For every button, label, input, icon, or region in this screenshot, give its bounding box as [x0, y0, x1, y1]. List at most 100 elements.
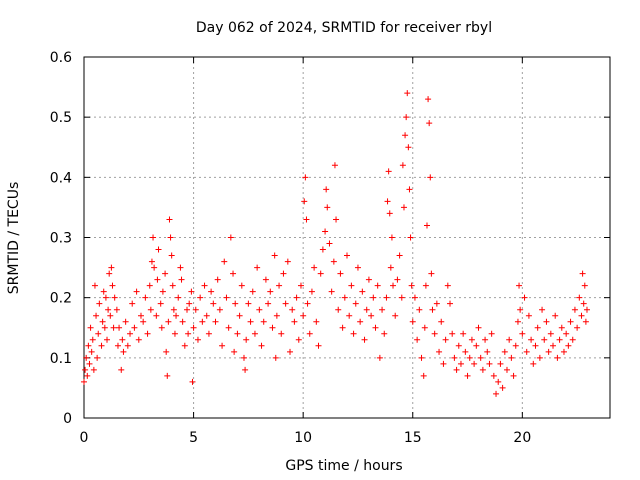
data-point: [186, 300, 193, 307]
data-point: [166, 216, 173, 223]
data-point: [205, 330, 212, 337]
data-point: [501, 348, 508, 355]
data-point: [442, 336, 449, 343]
data-point: [479, 366, 486, 373]
data-point: [385, 168, 392, 175]
data-point: [357, 318, 364, 325]
data-point: [165, 318, 172, 325]
x-tick-label: 20: [513, 430, 531, 446]
data-point: [150, 234, 157, 241]
data-point: [335, 306, 342, 313]
x-tick-label: 5: [189, 430, 198, 446]
data-point: [421, 324, 428, 331]
data-point: [341, 294, 348, 301]
data-point: [475, 324, 482, 331]
data-point: [124, 342, 131, 349]
data-point: [471, 360, 478, 367]
data-point: [210, 300, 217, 307]
data-point: [178, 276, 185, 283]
data-point: [267, 288, 274, 295]
data-point: [427, 174, 434, 181]
data-point: [396, 252, 403, 259]
data-point: [171, 330, 178, 337]
data-point: [331, 162, 338, 169]
data-point: [221, 258, 228, 265]
data-point: [583, 306, 590, 313]
data-point: [319, 246, 326, 253]
data-point: [93, 312, 100, 319]
data-point: [120, 348, 127, 355]
data-point: [258, 342, 265, 349]
data-point: [167, 234, 174, 241]
data-point: [508, 354, 515, 361]
data-point: [188, 288, 195, 295]
data-point: [240, 354, 247, 361]
data-point: [164, 372, 171, 379]
data-point: [521, 294, 528, 301]
data-point: [169, 282, 176, 289]
data-point: [495, 378, 502, 385]
data-point: [556, 336, 563, 343]
data-point: [571, 306, 578, 313]
data-point: [231, 348, 238, 355]
data-point: [301, 198, 308, 205]
data-point: [455, 342, 462, 349]
data-point: [119, 336, 126, 343]
data-point: [374, 282, 381, 289]
data-point: [488, 330, 495, 337]
data-point: [291, 318, 298, 325]
data-point: [525, 312, 532, 319]
data-point: [346, 312, 353, 319]
data-point: [278, 330, 285, 337]
data-point: [311, 264, 318, 271]
data-point: [582, 318, 589, 325]
data-point: [303, 216, 310, 223]
data-point: [569, 336, 576, 343]
data-point: [402, 132, 409, 139]
data-point: [322, 228, 329, 235]
chart-title: Day 062 of 2024, SRMTID for receiver rby…: [196, 20, 492, 36]
data-point: [242, 366, 249, 373]
data-point: [390, 282, 397, 289]
data-point: [212, 318, 219, 325]
data-point: [110, 324, 117, 331]
data-point: [208, 288, 215, 295]
data-point: [392, 312, 399, 319]
data-point: [418, 354, 425, 361]
data-point: [416, 306, 423, 313]
data-point: [173, 312, 180, 319]
data-point: [256, 306, 263, 313]
data-point: [247, 318, 254, 325]
data-point: [245, 300, 252, 307]
data-point: [90, 366, 97, 373]
data-point: [219, 342, 226, 349]
data-point: [503, 366, 510, 373]
data-point: [368, 312, 375, 319]
x-tick-label: 15: [404, 430, 422, 446]
data-point: [352, 300, 359, 307]
data-point: [532, 342, 539, 349]
data-point: [181, 342, 188, 349]
data-point: [426, 120, 433, 127]
data-point: [337, 270, 344, 277]
data-point: [227, 234, 234, 241]
data-point: [107, 312, 114, 319]
data-point: [308, 288, 315, 295]
data-point: [155, 246, 162, 253]
data-point: [179, 318, 186, 325]
data-points: [81, 90, 590, 397]
data-point: [324, 204, 331, 211]
data-point: [361, 336, 368, 343]
data-point: [386, 210, 393, 217]
data-point: [163, 348, 170, 355]
data-point: [287, 348, 294, 355]
data-point: [388, 234, 395, 241]
data-point: [104, 336, 111, 343]
data-point: [144, 330, 151, 337]
data-point: [574, 324, 581, 331]
data-point: [82, 366, 89, 373]
data-point: [108, 264, 115, 271]
data-point: [280, 270, 287, 277]
data-point: [236, 312, 243, 319]
